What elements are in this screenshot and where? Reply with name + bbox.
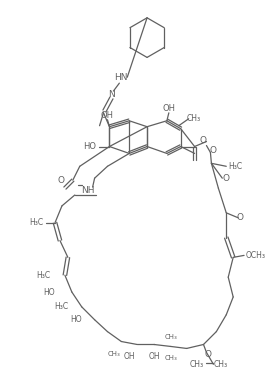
- Text: HO: HO: [83, 142, 96, 151]
- Text: H₃C: H₃C: [228, 162, 242, 171]
- Text: CH₃: CH₃: [164, 334, 177, 339]
- Text: N: N: [108, 90, 115, 99]
- Text: OH: OH: [123, 352, 135, 361]
- Text: O: O: [223, 174, 230, 183]
- Text: O: O: [205, 350, 212, 359]
- Text: HO: HO: [43, 287, 55, 297]
- Text: CH₃: CH₃: [108, 351, 121, 358]
- Text: OH: OH: [162, 104, 175, 113]
- Text: HO: HO: [70, 315, 82, 324]
- Text: CH₃: CH₃: [213, 360, 227, 369]
- Text: H₃C: H₃C: [54, 302, 68, 311]
- Text: OCH₃: OCH₃: [246, 251, 266, 260]
- Text: CH₃: CH₃: [186, 114, 201, 123]
- Text: O: O: [200, 136, 207, 145]
- Text: NH: NH: [81, 186, 94, 194]
- Text: H₃C: H₃C: [29, 218, 43, 227]
- Text: CH₃: CH₃: [189, 360, 204, 369]
- Text: OH: OH: [148, 352, 160, 361]
- Text: O: O: [210, 146, 217, 155]
- Text: HN: HN: [115, 73, 128, 82]
- Text: O: O: [57, 176, 64, 184]
- Text: OH: OH: [101, 111, 114, 120]
- Text: CH₃: CH₃: [164, 355, 177, 361]
- Text: H₃C: H₃C: [36, 271, 50, 280]
- Text: O: O: [237, 213, 244, 222]
